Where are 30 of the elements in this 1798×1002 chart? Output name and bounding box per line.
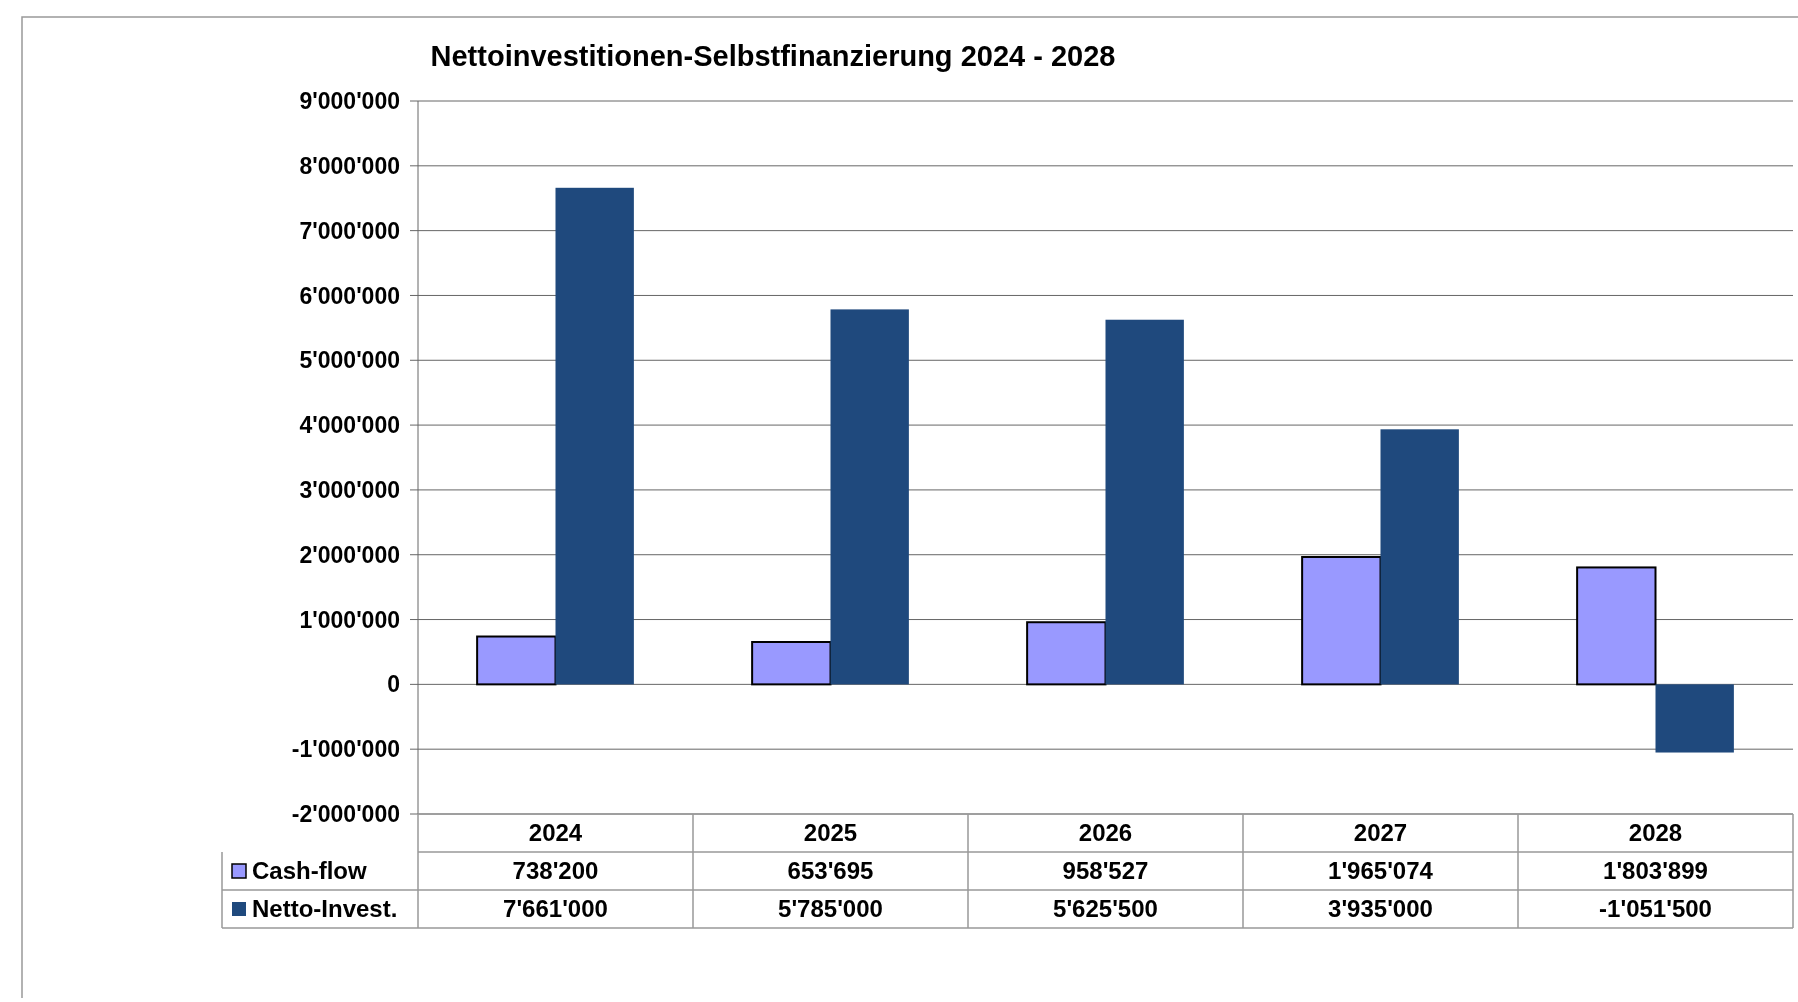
y-tick-label: -1'000'000 <box>291 736 400 763</box>
data-label: 653'695 <box>787 857 874 885</box>
data-label: 7'661'000 <box>503 895 608 923</box>
y-tick-label: 2'000'000 <box>299 541 400 568</box>
data-label: 5'785'000 <box>778 895 883 923</box>
legend-label: Netto-Invest. <box>252 895 398 923</box>
data-label: 738'200 <box>512 857 599 885</box>
legend-label: Cash-flow <box>252 857 367 885</box>
y-tick-label: 7'000'000 <box>299 217 400 244</box>
x-tick-label: 2024 <box>528 819 583 847</box>
x-tick-label: 2027 <box>1353 819 1408 847</box>
x-tick-label: 2026 <box>1078 819 1133 847</box>
data-label: 958'527 <box>1062 857 1149 885</box>
x-tick-label: 2028 <box>1628 819 1683 847</box>
data-label: 3'935'000 <box>1328 895 1433 923</box>
data-label: 1'803'899 <box>1603 857 1708 885</box>
y-tick-label: 5'000'000 <box>299 347 400 374</box>
y-tick-label: -2'000'000 <box>291 801 400 828</box>
x-tick-label: 2025 <box>803 819 858 847</box>
y-tick-label: 6'000'000 <box>299 282 400 309</box>
y-tick-label: 4'000'000 <box>299 412 400 439</box>
data-label: 5'625'500 <box>1053 895 1158 923</box>
y-tick-label: 1'000'000 <box>299 606 400 633</box>
data-label: -1'051'500 <box>1599 895 1712 923</box>
y-tick-label: 8'000'000 <box>299 152 400 179</box>
y-tick-label: 3'000'000 <box>299 476 400 503</box>
y-tick-label: 0 <box>387 671 400 698</box>
data-label: 1'965'074 <box>1328 857 1434 885</box>
chart-title: Nettoinvestitionen-Selbstfinanzierung 2024 - 2028 <box>430 40 1116 72</box>
y-tick-label: 9'000'000 <box>299 88 400 115</box>
